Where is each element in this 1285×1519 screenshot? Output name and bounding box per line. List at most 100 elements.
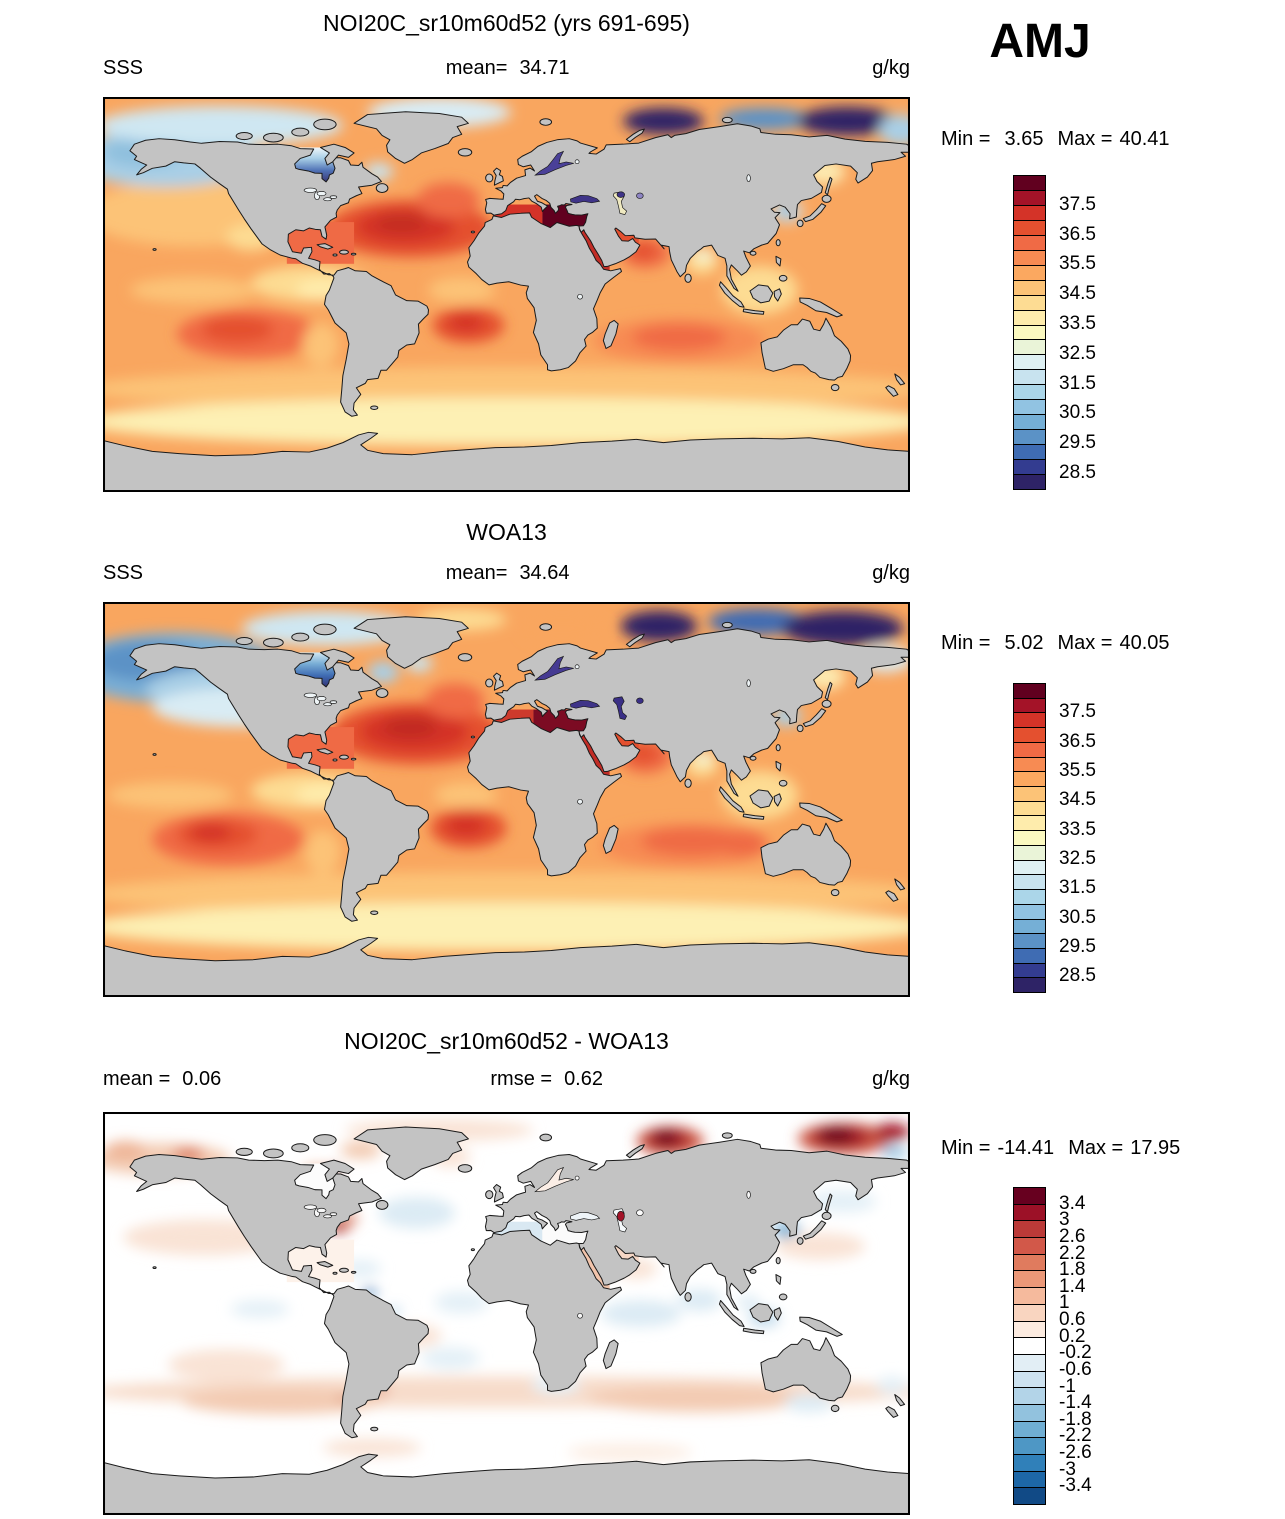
panel1-subheader: SSS mean= 34.71 g/kg <box>103 57 910 80</box>
colorbar-segment <box>1014 859 1045 875</box>
panel2-units-label: g/kg <box>872 562 910 584</box>
colorbar-segment <box>1014 918 1045 934</box>
colorbar-tick-label: 33.5 <box>1059 313 1096 335</box>
colorbar-segment <box>1014 800 1045 816</box>
panel3-max-label: Max = <box>1068 1137 1124 1159</box>
colorbar-segment <box>1014 889 1045 904</box>
panel1-variable-label: SSS <box>103 57 144 79</box>
panel3-colorbar: 3.4 3 2.6 2.2 1.8 1.4 1 0.6 0.2 -0.2 -0.6 -1 -1.4 -1.… <box>1013 1187 1092 1505</box>
colorbar-tick-label: -2.6 <box>1059 1442 1092 1464</box>
colorbar-tick-label: 30.5 <box>1059 906 1096 928</box>
world-map-woa13-sss <box>103 602 910 997</box>
colorbar-segment <box>1014 1420 1045 1438</box>
colorbar-segment <box>1014 1454 1045 1471</box>
colorbar-segment <box>1014 830 1045 845</box>
colorbar-segment <box>1014 1470 1045 1488</box>
inland-seas-difference <box>303 1166 751 1319</box>
colorbar-segment <box>1014 756 1045 772</box>
colorbar-tick-label: 37.5 <box>1059 193 1096 215</box>
colorbar-tick-label: 1.4 <box>1059 1275 1086 1297</box>
colorbar-tick-label: 34.5 <box>1059 283 1096 305</box>
inland-seas-woa13 <box>303 655 751 805</box>
colorbar-segment <box>1014 339 1045 355</box>
colorbar-segment <box>1014 1320 1045 1338</box>
colorbar-segment <box>1014 684 1045 698</box>
colorbar-segment <box>1014 741 1045 757</box>
colorbar-segment <box>1014 369 1045 385</box>
colorbar-tick-label: 36.5 <box>1059 730 1096 752</box>
colorbar-swatches <box>1013 175 1046 490</box>
colorbar-segment <box>1014 815 1045 831</box>
colorbar-segment <box>1014 219 1045 235</box>
colorbar-segment <box>1014 249 1045 265</box>
panel1-min-label: Min = <box>941 128 991 150</box>
colorbar-tick-label: 28.5 <box>1059 965 1096 987</box>
colorbar-segment <box>1014 947 1045 963</box>
colorbar-tick-label: 34.5 <box>1059 789 1096 811</box>
colorbar-segment <box>1014 1387 1045 1404</box>
colorbar-tick-label: 3 <box>1059 1209 1070 1231</box>
colorbar-segment <box>1014 1287 1045 1304</box>
colorbar-tick-label: 0.2 <box>1059 1325 1086 1347</box>
colorbar-tick-label: 31.5 <box>1059 372 1096 394</box>
colorbar-tick-label: 36.5 <box>1059 223 1096 245</box>
panel1-minmax: Min = 3.65 Max = 40.41 <box>941 128 1170 151</box>
colorbar-tick-label: 33.5 <box>1059 818 1096 840</box>
colorbar-segment <box>1014 309 1045 325</box>
colorbar-segment <box>1014 1487 1045 1505</box>
colorbar-swatches <box>1013 683 1046 993</box>
map-frame <box>103 602 910 997</box>
colorbar-segment <box>1014 459 1045 475</box>
colorbar-tick-label: 2.6 <box>1059 1225 1086 1247</box>
panel3-mean: mean = 0.06 <box>103 1068 222 1090</box>
colorbar-segment <box>1014 1237 1045 1254</box>
colorbar-segment <box>1014 786 1045 801</box>
colorbar-segment <box>1014 1270 1045 1288</box>
colorbar-tick-label: 37.5 <box>1059 701 1096 723</box>
colorbar-tick-label: -3.4 <box>1059 1475 1092 1497</box>
inland-seas-model <box>303 150 751 300</box>
colorbar-segment <box>1014 977 1045 993</box>
colorbar-segment <box>1014 474 1045 490</box>
colorbar-segment <box>1014 903 1045 919</box>
panel2-colorbar: 37.5 36.5 35.5 34.5 33.5 32.5 31.5 30.5 29.5 28.5 <box>1013 683 1096 993</box>
panel1-title: NOI20C_sr10m60d52 (yrs 691-695) <box>323 10 690 36</box>
colorbar-tick-label: 1 <box>1059 1292 1070 1314</box>
panel3-min-label: Min = <box>941 1137 991 1159</box>
panel2-subheader: SSS mean= 34.64 g/kg <box>103 562 910 585</box>
colorbar-segment <box>1014 204 1045 220</box>
panel3-subheader: mean = 0.06 rmse = 0.62 g/kg <box>103 1068 910 1091</box>
colorbar-tick-label: -2.2 <box>1059 1425 1092 1447</box>
colorbar-segment <box>1014 234 1045 250</box>
panel3-minmax: Min = -14.41 Max = 17.95 <box>941 1137 1180 1160</box>
colorbar-tick-label: -1 <box>1059 1375 1076 1397</box>
colorbar-tick-label: -1.8 <box>1059 1408 1092 1430</box>
colorbar-segment <box>1014 399 1045 415</box>
colorbar-segment <box>1014 384 1045 400</box>
colorbar-tick-label: 0.6 <box>1059 1309 1086 1331</box>
colorbar-segment <box>1014 874 1045 890</box>
colorbar-tick-label: 3.4 <box>1059 1192 1086 1214</box>
colorbar-segment <box>1014 1253 1045 1271</box>
panel2-min-label: Min = <box>941 632 991 654</box>
panel2-max-label: Max = <box>1057 632 1113 654</box>
panel2-minmax: Min = 5.02 Max = 40.05 <box>941 632 1170 655</box>
colorbar-segment <box>1014 962 1045 978</box>
colorbar-tick-label: 1.8 <box>1059 1259 1086 1281</box>
panel1-colorbar: 37.5 36.5 35.5 34.5 33.5 32.5 31.5 30.5 29.5 28.5 <box>1013 175 1096 490</box>
colorbar-tick-label: 28.5 <box>1059 462 1096 484</box>
panel3-title: NOI20C_sr10m60d52 - WOA13 <box>344 1028 669 1054</box>
colorbar-segment <box>1014 697 1045 713</box>
colorbar-segment <box>1014 933 1045 948</box>
colorbar-tick-label: 31.5 <box>1059 877 1096 899</box>
colorbar-segment <box>1014 1353 1045 1371</box>
colorbar-tick-label: -0.6 <box>1059 1358 1092 1380</box>
panel1-units-label: g/kg <box>872 57 910 79</box>
colorbar-tick-label: 35.5 <box>1059 253 1096 275</box>
world-map-model-sss <box>103 97 910 492</box>
panel3-rmse: rmse = 0.62 <box>490 1068 603 1090</box>
colorbar-tick-label: 2.2 <box>1059 1242 1086 1264</box>
panel3-max-value: 17.95 <box>1130 1137 1181 1159</box>
season-label: AMJ <box>989 15 1091 68</box>
colorbar-segment <box>1014 414 1045 430</box>
